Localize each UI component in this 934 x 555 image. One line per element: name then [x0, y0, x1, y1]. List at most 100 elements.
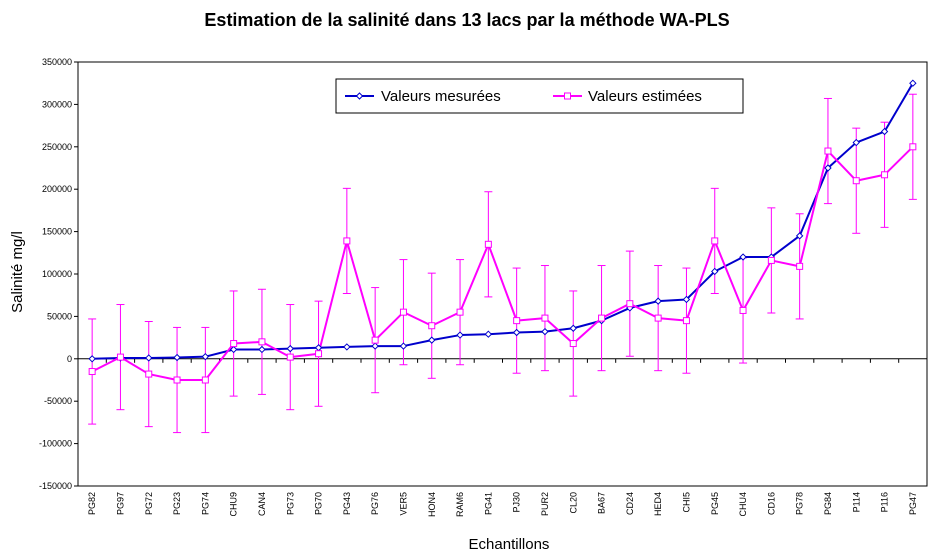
- data-point-measured: [258, 345, 266, 354]
- data-point-estimated: [116, 353, 124, 361]
- data-point-estimated: [569, 340, 577, 348]
- data-point-measured: [795, 232, 804, 240]
- y-tick-label: 150000: [42, 227, 72, 237]
- x-tick-label: PG23: [172, 492, 182, 515]
- data-point-measured: [682, 295, 691, 304]
- data-point-estimated: [145, 370, 153, 378]
- x-tick-label: PG72: [144, 492, 154, 515]
- legend-label-measured: Valeurs mesurées: [381, 88, 501, 105]
- y-tick-label: 300000: [42, 99, 72, 109]
- x-tick-label: CHI5: [681, 492, 691, 513]
- x-tick-label: P114: [851, 492, 861, 512]
- data-point-measured: [541, 327, 549, 336]
- data-point-estimated: [598, 314, 606, 322]
- x-tick-label: HON4: [427, 492, 437, 517]
- data-point-measured: [286, 344, 294, 353]
- data-point-estimated: [484, 240, 492, 248]
- data-point-estimated: [173, 376, 181, 384]
- data-point-estimated: [881, 171, 889, 179]
- data-point-estimated: [201, 376, 209, 384]
- data-point-estimated: [343, 237, 351, 245]
- data-point-measured: [371, 342, 379, 350]
- data-point-estimated: [315, 350, 323, 358]
- data-point-estimated: [909, 143, 917, 151]
- data-point-measured: [739, 253, 747, 261]
- data-point-estimated: [513, 317, 521, 325]
- x-tick-label: HED4: [653, 492, 663, 516]
- data-point-estimated: [682, 317, 690, 325]
- legend-label-estimated: Valeurs estimées: [588, 88, 702, 105]
- x-tick-label: PG97: [115, 492, 125, 515]
- x-tick-label: PG84: [823, 492, 833, 515]
- x-tick-label: PG76: [370, 492, 380, 515]
- data-point-estimated: [286, 353, 294, 361]
- data-point-measured: [201, 352, 210, 361]
- y-tick-label: -150000: [39, 481, 72, 491]
- legend: Valeurs mesurées Valeurs estimées: [335, 78, 744, 114]
- data-point-measured: [512, 328, 521, 337]
- data-point-measured: [229, 345, 238, 354]
- x-tick-label: BA67: [597, 492, 607, 514]
- x-tick-label: PG70: [314, 492, 324, 515]
- x-tick-label: CD24: [625, 492, 635, 515]
- x-tick-label: PG45: [710, 492, 720, 515]
- legend-marker-estimated: [564, 92, 571, 100]
- chart-title: Estimation de la salinité dans 13 lacs p…: [204, 10, 730, 30]
- data-point-estimated: [371, 336, 379, 344]
- legend-box: [335, 78, 744, 114]
- x-tick-label: RAM6: [455, 492, 465, 517]
- x-tick-label: PG43: [342, 492, 352, 515]
- data-point-measured: [880, 127, 889, 136]
- data-point-measured: [654, 297, 662, 305]
- x-tick-label: CHU9: [229, 492, 239, 517]
- data-point-measured: [852, 138, 860, 147]
- x-tick-label: PG78: [795, 492, 805, 515]
- data-point-measured: [569, 324, 577, 332]
- data-point-estimated: [626, 300, 634, 308]
- legend-marker-measured: [355, 92, 364, 100]
- error-bars: [88, 93, 917, 434]
- y-tick-label: 200000: [42, 184, 72, 194]
- data-point-measured: [824, 164, 832, 172]
- series-lines: [91, 82, 914, 381]
- data-point-measured: [456, 331, 464, 339]
- y-tick-label: 0: [67, 354, 72, 364]
- data-point-estimated: [541, 314, 549, 322]
- data-point-estimated: [852, 177, 860, 185]
- x-tick-label: CAN4: [257, 492, 267, 516]
- x-tick-label: PG82: [87, 492, 97, 515]
- data-point-estimated: [654, 314, 662, 322]
- y-tick-label: 350000: [42, 57, 72, 67]
- x-tick-label: PJ30: [512, 492, 522, 513]
- data-point-estimated: [230, 340, 238, 348]
- data-point-measured: [428, 336, 436, 344]
- data-point-measured: [711, 267, 719, 276]
- data-point-estimated: [824, 147, 832, 155]
- data-point-measured: [484, 330, 493, 338]
- data-point-measured: [343, 343, 351, 351]
- data-point-measured: [399, 342, 408, 350]
- x-tick-label: PG73: [285, 492, 295, 515]
- data-point-measured: [145, 354, 153, 362]
- data-point-measured: [173, 353, 181, 362]
- data-point-estimated: [796, 262, 804, 270]
- y-tick-label: 250000: [42, 142, 72, 152]
- data-point-measured: [909, 79, 917, 87]
- x-axis-title: Echantillons: [469, 536, 550, 553]
- series-line-estimated: [91, 146, 914, 381]
- data-point-estimated: [767, 256, 775, 264]
- y-axis-title: Salinité mg/l: [9, 231, 26, 313]
- x-tick-label: VER5: [398, 492, 408, 516]
- data-point-estimated: [428, 322, 436, 330]
- data-point-estimated: [456, 308, 464, 316]
- x-tick-label: P116: [880, 492, 890, 512]
- x-tick-label: CHU4: [738, 492, 748, 517]
- data-point-estimated: [258, 338, 266, 346]
- x-tick-label: PUR2: [540, 492, 550, 516]
- y-axis: 350000 300000 250000 200000 150000 100000 5000…: [39, 57, 78, 491]
- x-tick-label: PG74: [200, 492, 210, 515]
- x-tick-label: CD16: [766, 492, 776, 515]
- series-markers: [88, 79, 917, 384]
- x-axis: PG82 PG97 PG72 PG23 PG74 CHU9 CAN4 PG73 PG70 PG43…: [77, 358, 928, 517]
